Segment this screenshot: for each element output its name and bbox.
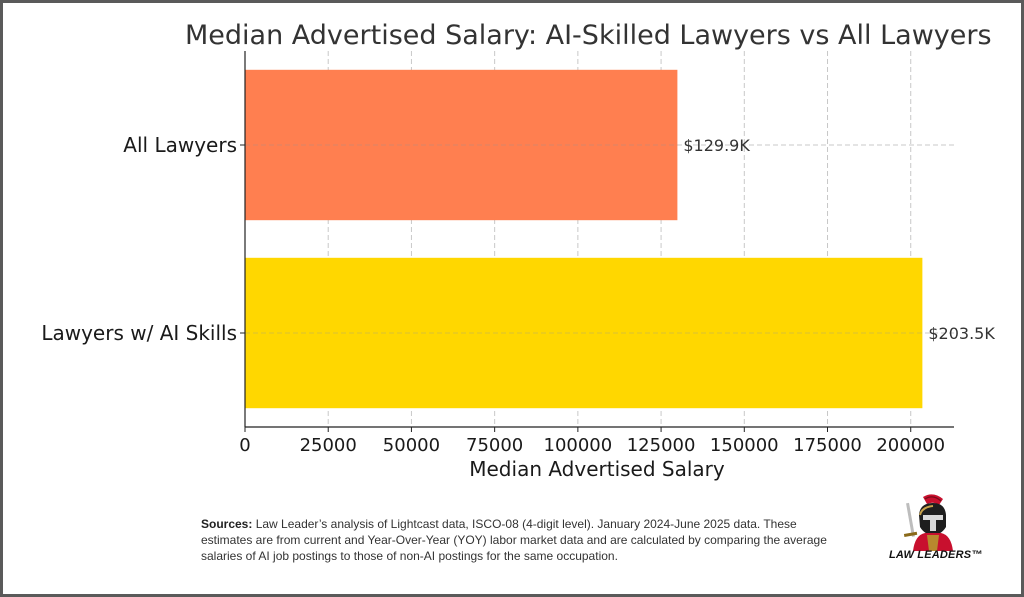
x-tick-label: 200000 [876,435,945,456]
x-tick-label: 0 [239,435,250,456]
x-tick-label: 25000 [300,435,357,456]
x-tick-label: 175000 [793,435,862,456]
sources-label: Sources: [201,517,253,531]
bar-all-lawyers [245,69,678,221]
x-tick-label: 100000 [544,435,613,456]
data-label: $129.9K [683,136,750,155]
logo-text: LAW LEADERS™ [889,549,983,561]
bar-chart: Median Advertised Salary: AI-Skilled Law… [41,20,995,481]
law-leaders-logo: LAW LEADERS™ [889,493,983,567]
category-label: All Lawyers [123,133,237,157]
sources-note: Sources: Law Leader’s analysis of Lightc… [201,516,841,564]
bar-lawyers-ai-skills [245,257,923,409]
spartan-warrior-icon [903,494,953,551]
data-label: $203.5K [928,324,995,343]
x-tick-label: 150000 [710,435,779,456]
category-label: Lawyers w/ AI Skills [41,321,237,345]
axes [240,51,954,432]
labels: 0 25000 50000 75000 100000 125000 150000 175000… [41,133,995,456]
x-tick-label: 75000 [466,435,523,456]
x-tick-label: 50000 [383,435,440,456]
chart-title: Median Advertised Salary: AI-Skilled Law… [185,20,992,51]
x-axis-title: Median Advertised Salary [469,457,725,481]
bars [245,69,923,409]
x-tick-label: 125000 [627,435,696,456]
sources-text: Law Leader’s analysis of Lightcast data,… [201,517,827,563]
